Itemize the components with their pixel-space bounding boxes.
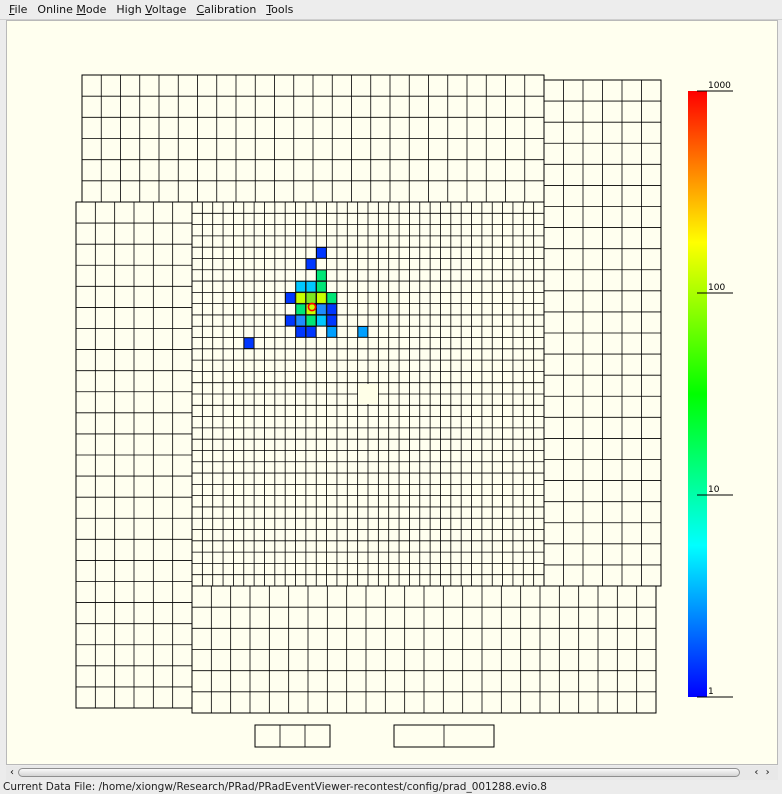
hit-module xyxy=(295,326,306,338)
menu-tools[interactable]: Tools xyxy=(266,2,294,16)
color-scale-tick-label: 10 xyxy=(708,485,720,495)
hit-module xyxy=(295,292,306,304)
menu-calibration[interactable]: Calibration xyxy=(196,2,257,16)
color-scale-bar xyxy=(688,91,707,697)
scintillator-boxes-right xyxy=(393,724,495,748)
hit-module xyxy=(316,270,327,281)
hit-module xyxy=(316,281,327,293)
current-data-file-label: Current Data File: /home/xiongw/Research… xyxy=(3,781,547,793)
scintillator-boxes-left xyxy=(254,724,331,748)
color-scale-tick-label: 100 xyxy=(708,283,725,293)
calorimeter-view: 1000 100 10 1 xyxy=(75,74,733,748)
hit-module xyxy=(326,303,337,315)
hit-module xyxy=(285,315,296,326)
hit-module xyxy=(306,281,316,293)
outer-top-grid xyxy=(81,74,545,203)
hit-module xyxy=(295,303,306,315)
menu-high-voltage[interactable]: High Voltage xyxy=(116,2,187,16)
hit-module xyxy=(285,292,296,304)
scrollbar-thumb[interactable] xyxy=(18,768,740,777)
hit-module xyxy=(295,281,306,293)
hit-module xyxy=(326,326,337,338)
hit-module xyxy=(306,258,316,270)
hit-module xyxy=(316,315,327,326)
menu-online-mode[interactable]: Online Mode xyxy=(37,2,107,16)
menu-file[interactable]: File xyxy=(9,2,28,16)
horizontal-scrollbar[interactable]: ‹ ‹ › xyxy=(6,766,778,780)
cluster-marker-icon xyxy=(307,302,317,312)
hit-module xyxy=(306,326,316,338)
central-hole xyxy=(358,384,378,404)
color-scale-tick-label: 1 xyxy=(708,687,714,697)
hit-module xyxy=(244,337,254,349)
menu-bar: File Online Mode High Voltage Calibration To… xyxy=(0,0,782,20)
color-scale-tick-label: 1000 xyxy=(708,81,731,91)
hit-module xyxy=(316,292,327,304)
hit-module xyxy=(357,326,368,338)
event-display-canvas[interactable]: 1000 100 10 1 xyxy=(6,20,778,765)
status-bar: Current Data File: /home/xiongw/Research… xyxy=(0,780,782,794)
hit-module xyxy=(306,292,316,304)
hit-module xyxy=(316,303,327,315)
hit-module xyxy=(295,315,306,326)
hit-module xyxy=(306,315,316,326)
hit-module xyxy=(326,315,337,326)
hit-module xyxy=(326,292,337,304)
outer-bottom-grid xyxy=(191,585,657,714)
scroll-arrows-icon[interactable]: ‹ › xyxy=(754,767,772,778)
scroll-left-arrow-icon[interactable]: ‹ xyxy=(10,767,14,778)
outer-left-grid xyxy=(75,201,193,709)
hit-module xyxy=(316,247,327,259)
outer-right-grid xyxy=(543,79,662,587)
